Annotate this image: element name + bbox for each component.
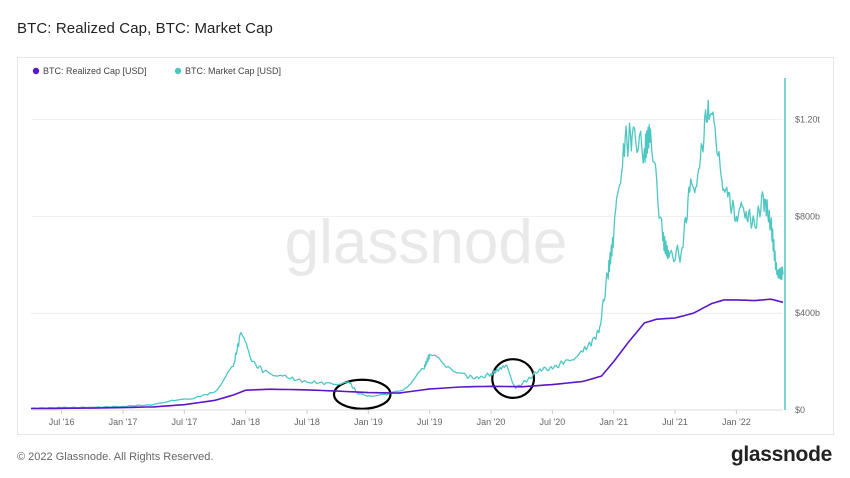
x-tick-label: Jul '21 [662,417,688,427]
x-tick-label: Jan '17 [109,417,138,427]
x-tick-label: Jan '19 [354,417,383,427]
legend[interactable]: BTC: Realized Cap [USD] BTC: Market Cap [… [32,66,281,76]
x-tick-label: Jul '20 [540,417,566,427]
x-tick-label: Jul '16 [49,417,75,427]
x-tick-label: Jan '18 [231,417,260,427]
y-tick-label: $800b [795,211,820,221]
chart-svg: glassnode $0 $400b $800b $1.20t Jul '16 Jan … [30,66,821,427]
market-cap-line [30,99,784,410]
x-tick-label: Jan '20 [477,417,506,427]
annotation-ellipse [332,378,392,410]
x-tick-label: Jan '22 [722,417,751,427]
legend-label: BTC: Realized Cap [USD] [43,66,147,76]
x-axis: Jul '16 Jan '17 Jul '17 Jan '18 Jul '18 Jan '… [31,409,783,427]
y-axis: $0 $400b $800b $1.20t [795,115,821,415]
legend-marker [174,67,182,75]
annotations [332,358,536,410]
legend-marker [32,67,40,75]
chart-title: BTC: Realized Cap, BTC: Market Cap [17,20,273,37]
x-tick-label: Jan '21 [599,417,628,427]
annotation-ellipse [491,358,536,399]
x-tick-label: Jul '18 [294,417,320,427]
realized-cap-line [31,298,784,410]
chart-area: glassnode $0 $400b $800b $1.20t Jul '16 Jan … [17,57,834,435]
y-tick-label: $0 [795,405,805,415]
copyright-footer: © 2022 Glassnode. All Rights Reserved. [17,451,214,463]
x-tick-label: Jul '17 [171,417,197,427]
y-tick-label: $400b [795,308,820,318]
x-tick-label: Jul '19 [417,417,443,427]
legend-label: BTC: Market Cap [USD] [185,66,281,76]
y-tick-label: $1.20t [795,115,821,125]
watermark: glassnode [285,208,568,277]
glassnode-logo[interactable]: glassnode [730,443,832,466]
series-lines [30,78,786,410]
